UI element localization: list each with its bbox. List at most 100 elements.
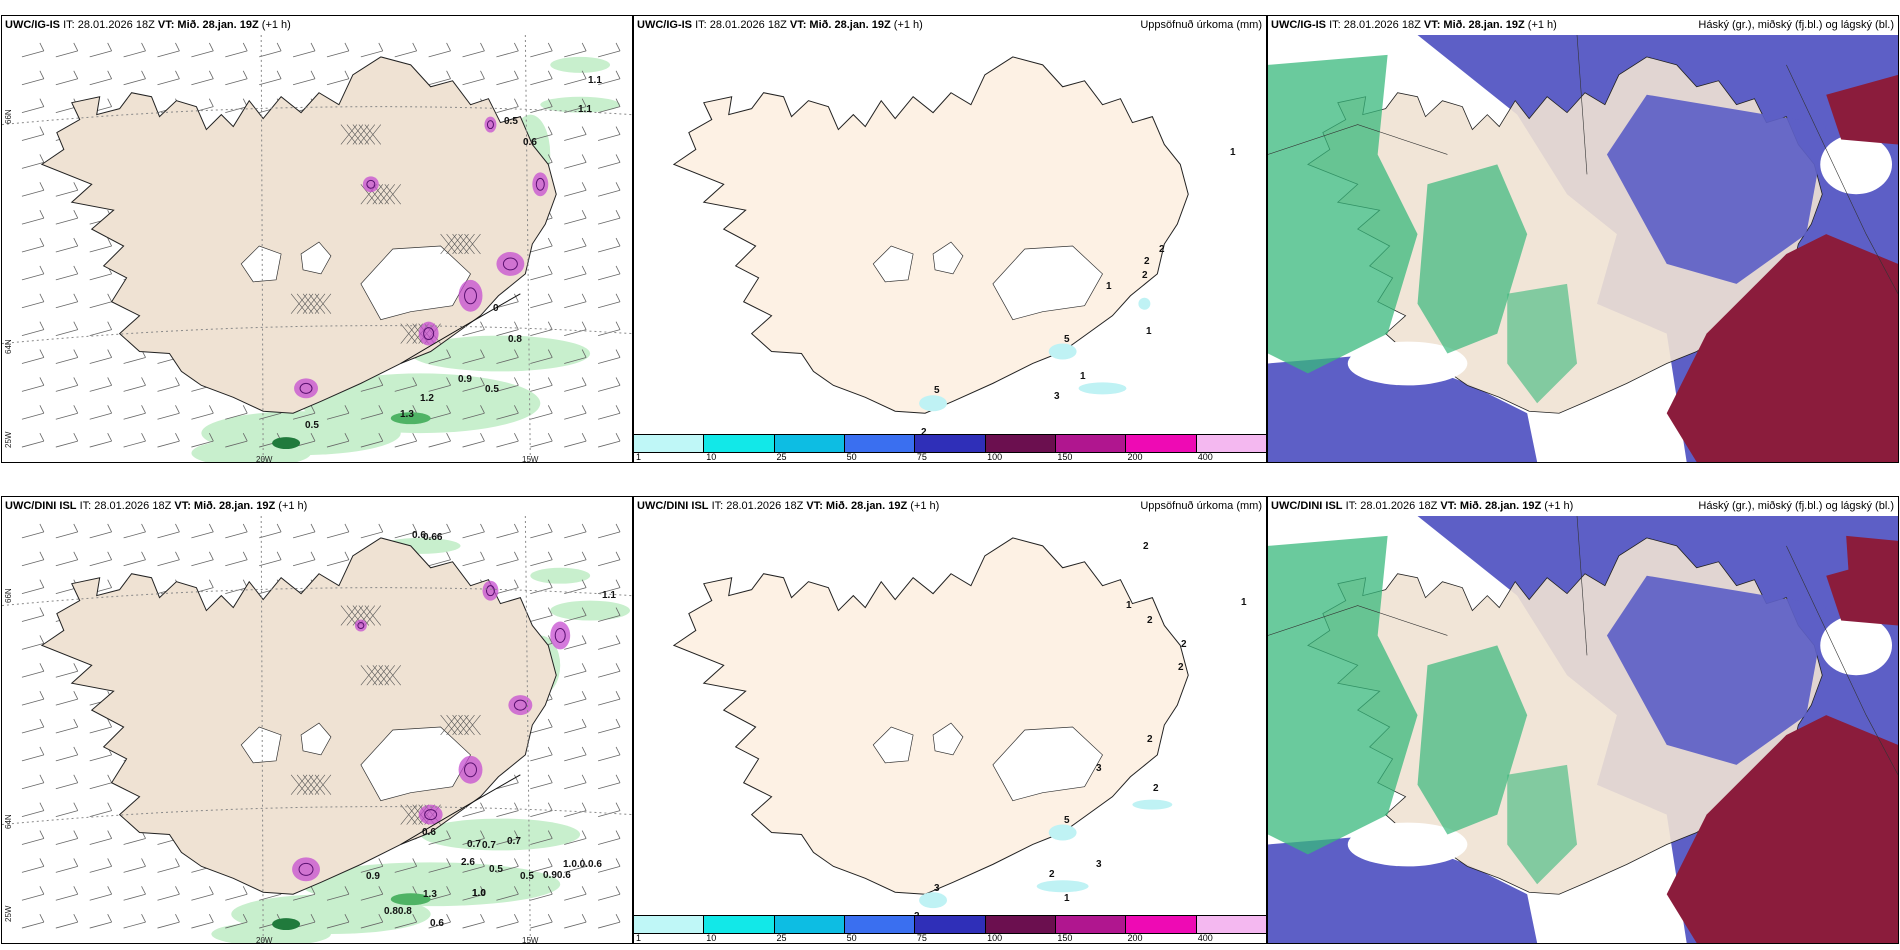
- precip-value: 2: [1147, 615, 1153, 626]
- wind-barb: [581, 886, 587, 895]
- wind-barb: [326, 412, 350, 420]
- wind-barb: [107, 830, 113, 839]
- wind-barb: [496, 531, 519, 539]
- mid-cloud-area: [1268, 54, 1418, 374]
- wind-barb: [21, 440, 44, 448]
- gust-area: [532, 172, 549, 197]
- wind-barb: [73, 70, 79, 79]
- colorbar-swatch: [774, 435, 845, 452]
- colorbar-label: 150: [1057, 452, 1073, 462]
- wind-barb: [107, 551, 113, 560]
- wind-barb: [412, 913, 418, 923]
- wind-value: 1.0: [472, 888, 486, 899]
- precip-area: [550, 600, 631, 621]
- low-cloud-area: [1268, 353, 1538, 462]
- wind-barb: [615, 579, 621, 588]
- wind-barb: [55, 440, 78, 448]
- mid-cloud-area: [1417, 645, 1528, 835]
- wind-barb: [89, 412, 112, 420]
- wind-barb: [581, 70, 587, 79]
- wind-barb: [107, 718, 113, 728]
- hatch: [352, 124, 370, 145]
- hatch: [446, 714, 463, 736]
- precip-area: [919, 892, 948, 909]
- wind-barb: [480, 886, 485, 895]
- panel-header: UWC/DINI ISL IT: 28.01.2026 18Z VT: Mið.…: [1268, 497, 1898, 516]
- wind-barb: [564, 893, 587, 901]
- wind-barb: [55, 698, 78, 706]
- wind-barb: [73, 746, 79, 756]
- wind-barb: [496, 50, 519, 58]
- wind-barb: [73, 42, 79, 52]
- wind-barb: [225, 50, 248, 58]
- wind-barb: [598, 357, 621, 364]
- wind-barb: [581, 293, 587, 302]
- wind-barb: [480, 830, 485, 839]
- wind-barb: [21, 782, 44, 790]
- wind-map-panel-bottom: UWC/DINI ISL IT: 28.01.2026 18Z VT: Mið.…: [1, 496, 633, 944]
- wind-barb: [530, 838, 553, 845]
- wind-barb: [530, 134, 553, 141]
- wind-barb: [310, 42, 316, 52]
- wind-barb: [462, 78, 485, 86]
- wind-value: 0.5: [520, 871, 534, 882]
- wind-barb: [598, 865, 621, 873]
- wind-barb: [598, 838, 621, 845]
- wind-barb: [615, 691, 621, 700]
- colorbar-label: 1: [636, 933, 642, 943]
- panel-title: Uppsöfnuð úrkoma (mm): [1140, 500, 1262, 512]
- hatch: [366, 665, 384, 686]
- wind-barb: [530, 865, 553, 873]
- wind-barb: [73, 551, 79, 560]
- wind-barb: [480, 432, 485, 442]
- lat-label: 66N: [4, 588, 13, 603]
- wind-barb: [615, 405, 621, 414]
- wind-barb: [530, 810, 553, 817]
- wind-barb: [73, 349, 79, 358]
- wind-barb: [21, 245, 44, 253]
- wind-barb: [73, 774, 79, 783]
- high-cloud-area: [1666, 715, 1898, 943]
- precip-area: [390, 412, 431, 425]
- wind-barb: [242, 886, 248, 895]
- panel-title: Háský (gr.), miðský (fj.bl.) og lágský (…: [1698, 19, 1894, 31]
- precip-value: 2: [1049, 869, 1055, 880]
- wind-value: 0.6: [430, 918, 444, 929]
- wind-barb: [175, 523, 180, 533]
- wind-barb: [581, 42, 587, 52]
- wind-barb: [598, 245, 621, 253]
- gust-area: [418, 321, 439, 346]
- gust-area: [458, 755, 483, 784]
- wind-barb: [581, 210, 587, 219]
- wind-barb: [412, 405, 418, 414]
- hatch: [452, 714, 469, 736]
- wind-barb: [615, 774, 621, 783]
- gust-contour: [366, 179, 376, 189]
- wind-barb: [141, 858, 146, 867]
- wind-barb: [55, 921, 78, 929]
- wind-barb: [39, 237, 45, 247]
- wind-barb: [310, 551, 316, 560]
- colorbar-label: 400: [1197, 933, 1213, 943]
- panel-header: UWC/IG-IS IT: 28.01.2026 18Z VT: Mið. 28…: [1268, 16, 1898, 35]
- wind-barb: [564, 810, 587, 817]
- wind-barb: [564, 698, 587, 706]
- wind-barb: [21, 329, 44, 336]
- wind-barb: [462, 384, 485, 392]
- wind-value: 0.9: [458, 374, 472, 385]
- hatch: [384, 184, 401, 205]
- wind-barb: [530, 245, 553, 253]
- glacier: [932, 241, 964, 275]
- wind-barb: [360, 531, 383, 539]
- wind-barb: [55, 245, 78, 253]
- wind-barb: [242, 523, 248, 533]
- wind-barb: [73, 182, 79, 191]
- boundary-line: [1576, 516, 1588, 656]
- wind-barb: [89, 782, 112, 790]
- precip-value: 2: [1147, 734, 1153, 745]
- wind-barb: [39, 70, 45, 79]
- colorbar-label: 400: [1197, 452, 1213, 462]
- wind-barb: [276, 523, 282, 533]
- wind-barb: [21, 559, 44, 567]
- wind-barb: [107, 858, 113, 867]
